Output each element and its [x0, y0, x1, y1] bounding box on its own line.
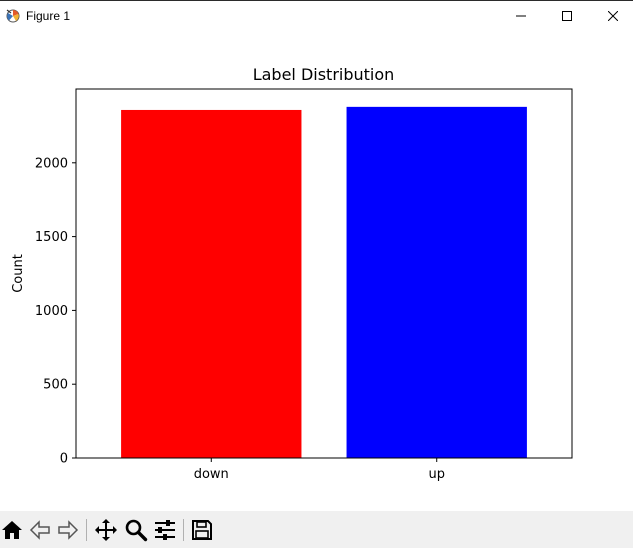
- matplotlib-app-icon: [5, 7, 21, 23]
- y-tick-label: 1500: [35, 230, 68, 245]
- x-tick-label: up: [428, 467, 445, 482]
- y-tick-label: 2000: [35, 156, 68, 171]
- back-button[interactable]: [28, 518, 52, 542]
- minimize-button[interactable]: [498, 1, 544, 31]
- window-title: Figure 1: [26, 9, 71, 23]
- forward-icon: [58, 520, 79, 540]
- forward-button[interactable]: [56, 518, 80, 542]
- configure-subplots-button[interactable]: [153, 518, 177, 542]
- configure-subplots-icon: [155, 520, 175, 540]
- maximize-button[interactable]: [544, 1, 590, 31]
- save-button[interactable]: [190, 518, 214, 542]
- close-button[interactable]: [590, 1, 633, 31]
- y-tick-label: 500: [43, 378, 68, 393]
- toolbar-separator: [183, 519, 184, 541]
- zoom-icon: [125, 519, 148, 542]
- back-icon: [29, 520, 50, 540]
- home-button[interactable]: [0, 518, 24, 542]
- pan-icon: [95, 519, 117, 541]
- toolbar-separator: [86, 519, 87, 541]
- pan-button[interactable]: [94, 518, 118, 542]
- bar-up: [346, 106, 527, 459]
- minimize-icon: [516, 15, 526, 17]
- y-tick-label: 1000: [35, 304, 68, 319]
- plot-area-frame: [75, 88, 573, 459]
- bar-chart: Label Distribution 0 500 1000 1500 2000 down…: [11, 65, 573, 482]
- x-tick-label: down: [194, 467, 229, 482]
- bar-down: [121, 109, 302, 458]
- y-axis-label: Count: [11, 254, 26, 293]
- home-icon: [2, 521, 22, 539]
- y-tick-label: 0: [60, 452, 68, 467]
- save-icon: [192, 520, 212, 540]
- chart-title: Label Distribution: [253, 65, 395, 84]
- window-titlebar: Figure 1: [0, 0, 633, 31]
- navigation-toolbar: [0, 511, 633, 548]
- zoom-button[interactable]: [124, 518, 148, 542]
- maximize-icon: [562, 11, 572, 21]
- figure-canvas[interactable]: Label Distribution 0 500 1000 1500 2000 down…: [0, 31, 633, 511]
- close-icon: [608, 11, 618, 21]
